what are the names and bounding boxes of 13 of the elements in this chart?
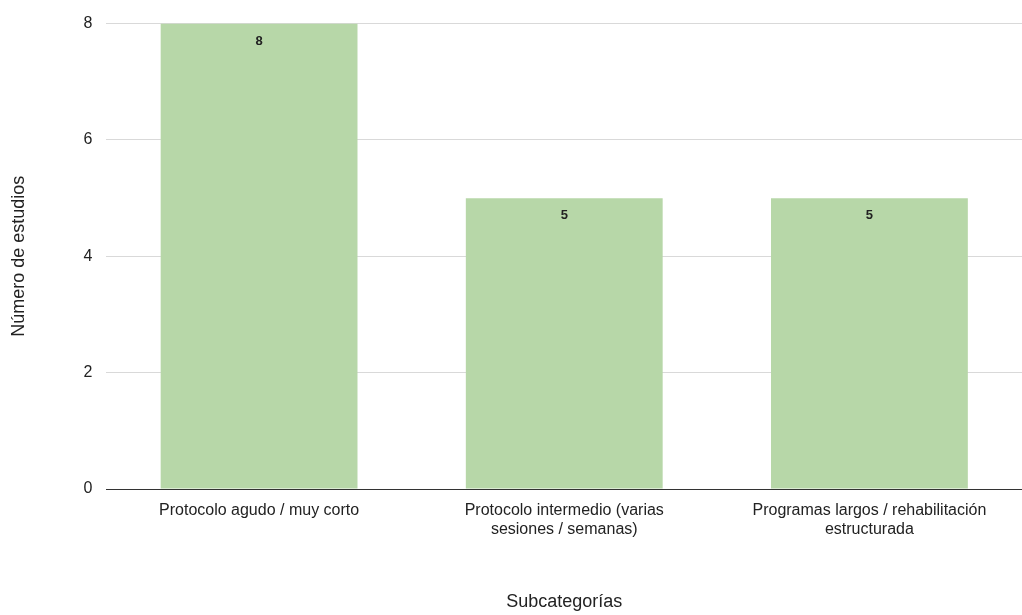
x-tick-label: Programas largos / rehabilitación estructurada: [752, 501, 987, 538]
y-tick-label: 6: [83, 130, 93, 148]
y-tick-label: 8: [83, 14, 93, 32]
y-tick-label: 4: [83, 246, 93, 264]
y-axis-title: Número de estudios: [7, 175, 28, 337]
y-tick-label: 2: [83, 363, 93, 381]
data-label: 5: [560, 207, 568, 223]
x-tick-label: Protocolo agudo / muy corto: [159, 501, 360, 519]
x-tick-label: Protocolo intermedio (varias sesiones / semanas): [464, 501, 664, 538]
data-label: 8: [255, 32, 263, 48]
y-tick-label: 0: [83, 479, 93, 497]
data-label: 5: [865, 207, 874, 223]
x-axis-title: Subcategorías: [506, 591, 623, 612]
